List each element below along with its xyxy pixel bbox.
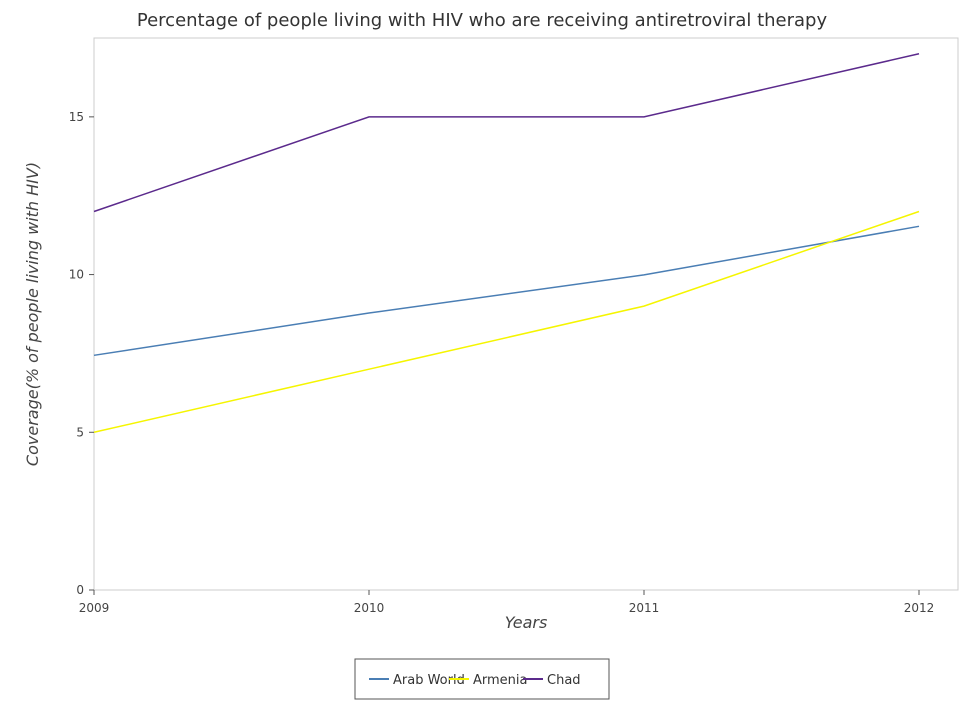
x-tick-label: 2011 bbox=[629, 601, 660, 615]
legend-label: Armenia bbox=[473, 673, 528, 688]
series-line-chad bbox=[93, 53, 920, 213]
y-axis-title: Coverage(% of people living with HIV) bbox=[23, 162, 42, 466]
x-axis: 2009 2010 2011 2012 bbox=[79, 590, 935, 615]
y-tick-label: 0 bbox=[76, 583, 84, 597]
x-axis-title: Years bbox=[505, 613, 548, 632]
y-tick-label: 10 bbox=[69, 268, 84, 282]
x-tick-label: 2009 bbox=[79, 601, 110, 615]
legend: Arab World Armenia Chad bbox=[354, 658, 610, 700]
legend-label: Chad bbox=[547, 673, 581, 688]
y-tick-label: 5 bbox=[76, 425, 84, 439]
y-axis: 0 5 10 15 bbox=[69, 110, 94, 597]
x-tick-label: 2010 bbox=[354, 601, 385, 615]
plot-area-frame bbox=[93, 37, 959, 591]
chart-title: Percentage of people living with HIV who… bbox=[137, 10, 828, 31]
legend-label: Arab World bbox=[393, 673, 465, 688]
series-layer bbox=[93, 53, 920, 434]
series-line-armenia bbox=[93, 210, 920, 434]
x-tick-label: 2012 bbox=[904, 601, 935, 615]
legend-box bbox=[354, 658, 610, 700]
y-tick-label: 15 bbox=[69, 110, 84, 124]
series-line-arab-world bbox=[93, 225, 920, 357]
